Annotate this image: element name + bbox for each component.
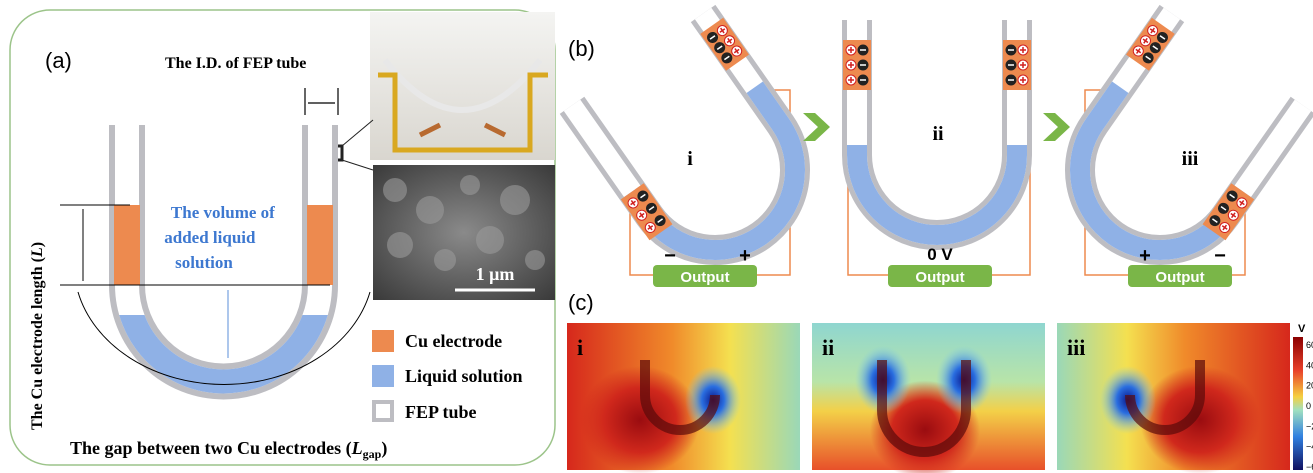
tube-id-label: The I.D. of FEP tube: [165, 55, 306, 72]
zoom-line: [342, 120, 373, 146]
panel-label: (a): [45, 48, 72, 73]
length-symbol: L: [29, 247, 46, 258]
volume-line: The volume of: [171, 203, 275, 222]
length-text: ): [29, 242, 46, 247]
colorbar-unit: V: [1298, 323, 1306, 335]
legend-label: Liquid solution: [405, 366, 523, 386]
polarity: +: [739, 245, 751, 267]
output-label: Output: [915, 269, 964, 286]
legend-swatch: [372, 365, 394, 387]
liquid: [624, 87, 827, 281]
gap-text: ): [381, 438, 387, 459]
u-tube: [561, 5, 838, 289]
colorbar-tick: 0: [1306, 401, 1311, 411]
device-photo: [370, 12, 555, 160]
legend-swatch: [374, 402, 392, 420]
map-label: iii: [1067, 335, 1085, 360]
cu-electrode: [307, 205, 333, 285]
gap-text: The gap between two Cu electrodes (: [70, 438, 352, 459]
state-label: i: [687, 148, 693, 170]
gap-symbol: L: [351, 438, 363, 458]
output-label: Output: [1155, 269, 1204, 286]
arrow: [1043, 113, 1070, 141]
map-label: ii: [822, 335, 834, 360]
gap-subscript: gap: [363, 447, 382, 461]
colorbar-tick: 60: [1306, 340, 1313, 350]
colorbar-tick: −20: [1306, 421, 1313, 431]
polarity: −: [664, 245, 676, 267]
voltage: 0 V: [927, 245, 953, 264]
volume-line: added liquid: [164, 228, 256, 247]
id-dimension: [305, 88, 338, 115]
zoom-line: [342, 160, 373, 170]
legend-label: FEP tube: [405, 402, 477, 422]
colorbar-tick: −60: [1306, 462, 1313, 472]
page: {"panel_a": {"label": "(a)", "tube_id": …: [0, 0, 1313, 473]
length-label: The Cu electrode length (L): [29, 242, 46, 430]
scale-label: 1 μm: [476, 264, 515, 284]
legend-label: Cu electrode: [405, 331, 502, 351]
colorbar-ticks: 60 40 20 0 −20 −40 −60: [1306, 340, 1313, 472]
polarity: +: [1139, 245, 1151, 267]
figure: (a) The I.D. of FEP tube 1 μm The volume…: [0, 0, 1313, 473]
panel-label: (b): [568, 36, 595, 61]
map-label: i: [577, 335, 583, 360]
colorbar: [1293, 337, 1303, 470]
arrow: [803, 113, 830, 141]
volume-note: The volume of added liquid solution: [164, 203, 279, 272]
legend-swatch: [372, 330, 394, 352]
length-text: The Cu electrode length (: [29, 257, 46, 430]
output-label: Output: [680, 269, 729, 286]
polarity: −: [1214, 245, 1226, 267]
colorbar-tick: 40: [1306, 360, 1313, 370]
state-label: ii: [932, 123, 944, 145]
colorbar-tick: 20: [1306, 381, 1313, 391]
u-tube: [1037, 5, 1313, 289]
panel-label: (c): [568, 290, 594, 315]
cu-electrode: [114, 205, 140, 285]
state-label: iii: [1182, 148, 1199, 170]
gap-label: The gap between two Cu electrodes (Lgap): [70, 438, 387, 461]
volume-line: solution: [175, 253, 233, 272]
colorbar-tick: −40: [1306, 442, 1313, 452]
